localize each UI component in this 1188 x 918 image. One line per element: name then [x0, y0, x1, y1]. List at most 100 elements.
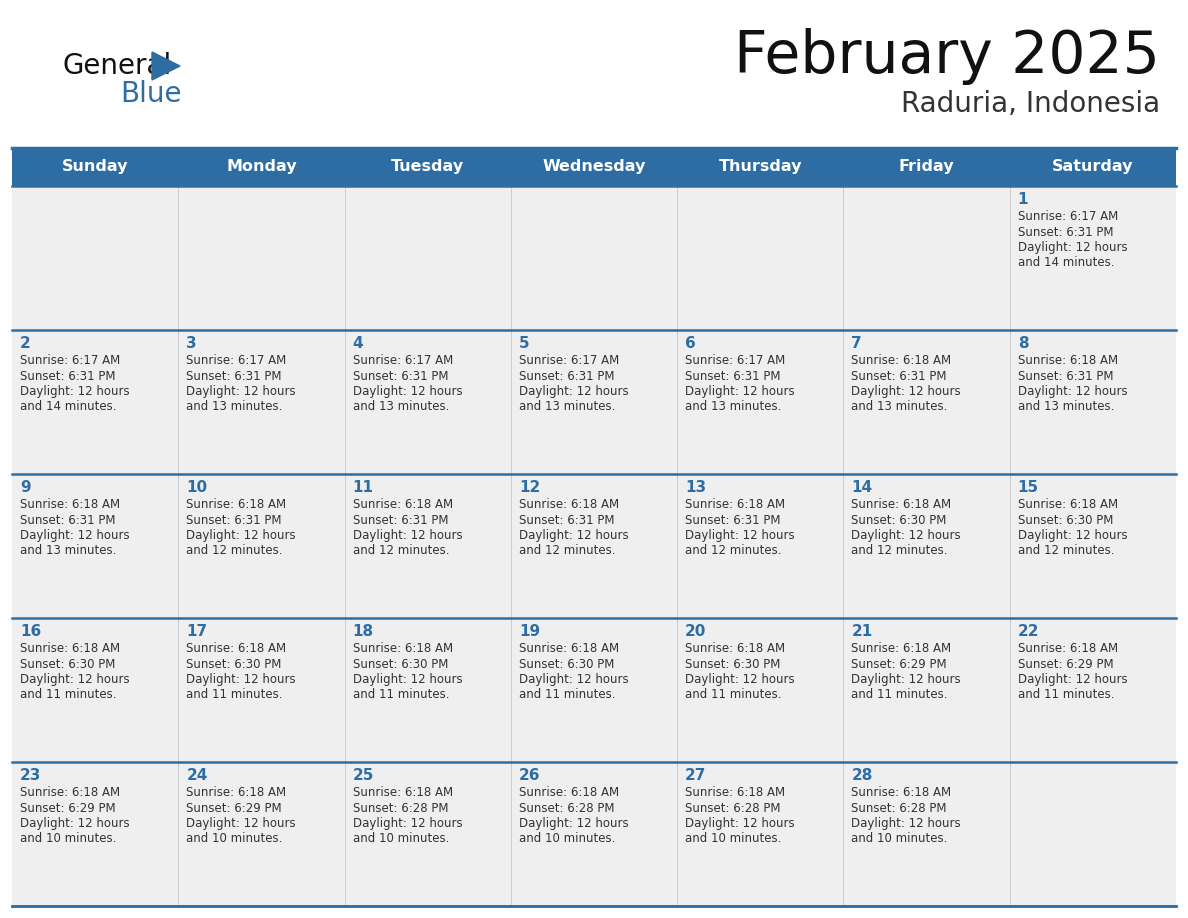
Text: Sunrise: 6:18 AM: Sunrise: 6:18 AM	[353, 498, 453, 511]
Text: Monday: Monday	[226, 160, 297, 174]
Text: and 10 minutes.: and 10 minutes.	[353, 833, 449, 845]
Text: Sunset: 6:28 PM: Sunset: 6:28 PM	[852, 801, 947, 814]
Text: Sunrise: 6:18 AM: Sunrise: 6:18 AM	[20, 498, 120, 511]
Text: Sunset: 6:30 PM: Sunset: 6:30 PM	[519, 657, 614, 670]
Text: and 13 minutes.: and 13 minutes.	[1018, 400, 1114, 413]
Text: 28: 28	[852, 768, 873, 783]
Text: and 13 minutes.: and 13 minutes.	[852, 400, 948, 413]
Text: Sunset: 6:31 PM: Sunset: 6:31 PM	[187, 370, 282, 383]
Text: Thursday: Thursday	[719, 160, 802, 174]
Text: Daylight: 12 hours: Daylight: 12 hours	[1018, 529, 1127, 542]
Bar	[12, 762, 1176, 906]
Text: 1: 1	[1018, 192, 1029, 207]
Polygon shape	[152, 52, 181, 80]
Text: Daylight: 12 hours: Daylight: 12 hours	[20, 529, 129, 542]
Text: and 11 minutes.: and 11 minutes.	[20, 688, 116, 701]
Text: Sunrise: 6:18 AM: Sunrise: 6:18 AM	[353, 642, 453, 655]
Text: Sunrise: 6:18 AM: Sunrise: 6:18 AM	[852, 786, 952, 799]
Text: 24: 24	[187, 768, 208, 783]
Text: Daylight: 12 hours: Daylight: 12 hours	[519, 385, 628, 398]
Text: Sunrise: 6:17 AM: Sunrise: 6:17 AM	[187, 354, 286, 367]
Text: Sunset: 6:30 PM: Sunset: 6:30 PM	[685, 657, 781, 670]
Text: and 13 minutes.: and 13 minutes.	[519, 400, 615, 413]
Text: and 14 minutes.: and 14 minutes.	[20, 400, 116, 413]
Text: Daylight: 12 hours: Daylight: 12 hours	[519, 529, 628, 542]
Text: 13: 13	[685, 480, 707, 495]
Text: Daylight: 12 hours: Daylight: 12 hours	[1018, 673, 1127, 686]
Text: Sunrise: 6:18 AM: Sunrise: 6:18 AM	[20, 642, 120, 655]
Text: Sunset: 6:31 PM: Sunset: 6:31 PM	[519, 370, 614, 383]
Text: Sunrise: 6:18 AM: Sunrise: 6:18 AM	[685, 642, 785, 655]
Text: and 10 minutes.: and 10 minutes.	[852, 833, 948, 845]
Text: and 13 minutes.: and 13 minutes.	[685, 400, 782, 413]
Text: and 12 minutes.: and 12 minutes.	[685, 544, 782, 557]
Text: Sunset: 6:31 PM: Sunset: 6:31 PM	[1018, 370, 1113, 383]
Text: and 10 minutes.: and 10 minutes.	[20, 833, 116, 845]
Text: Daylight: 12 hours: Daylight: 12 hours	[685, 529, 795, 542]
Bar	[12, 330, 1176, 474]
Text: 23: 23	[20, 768, 42, 783]
Text: 5: 5	[519, 336, 530, 351]
Text: Sunset: 6:30 PM: Sunset: 6:30 PM	[353, 657, 448, 670]
Text: 16: 16	[20, 624, 42, 639]
Text: 12: 12	[519, 480, 541, 495]
Text: Sunrise: 6:18 AM: Sunrise: 6:18 AM	[187, 498, 286, 511]
Text: Sunrise: 6:18 AM: Sunrise: 6:18 AM	[519, 642, 619, 655]
Text: 19: 19	[519, 624, 541, 639]
Text: Daylight: 12 hours: Daylight: 12 hours	[20, 817, 129, 830]
Text: Sunrise: 6:17 AM: Sunrise: 6:17 AM	[1018, 210, 1118, 223]
Text: Sunset: 6:31 PM: Sunset: 6:31 PM	[519, 513, 614, 527]
Text: Sunset: 6:28 PM: Sunset: 6:28 PM	[353, 801, 448, 814]
Text: and 12 minutes.: and 12 minutes.	[353, 544, 449, 557]
Text: Daylight: 12 hours: Daylight: 12 hours	[1018, 241, 1127, 254]
Text: Sunrise: 6:18 AM: Sunrise: 6:18 AM	[519, 498, 619, 511]
Text: Sunset: 6:29 PM: Sunset: 6:29 PM	[1018, 657, 1113, 670]
Text: Daylight: 12 hours: Daylight: 12 hours	[1018, 385, 1127, 398]
Text: Sunset: 6:31 PM: Sunset: 6:31 PM	[685, 513, 781, 527]
Text: Sunset: 6:31 PM: Sunset: 6:31 PM	[1018, 226, 1113, 239]
Text: and 11 minutes.: and 11 minutes.	[353, 688, 449, 701]
Text: and 13 minutes.: and 13 minutes.	[20, 544, 116, 557]
Text: Sunset: 6:29 PM: Sunset: 6:29 PM	[187, 801, 282, 814]
Text: 18: 18	[353, 624, 374, 639]
Bar	[12, 474, 1176, 618]
Text: Daylight: 12 hours: Daylight: 12 hours	[519, 817, 628, 830]
Text: Sunset: 6:31 PM: Sunset: 6:31 PM	[852, 370, 947, 383]
Text: Daylight: 12 hours: Daylight: 12 hours	[852, 529, 961, 542]
Text: Daylight: 12 hours: Daylight: 12 hours	[20, 385, 129, 398]
Text: 20: 20	[685, 624, 707, 639]
Text: and 13 minutes.: and 13 minutes.	[187, 400, 283, 413]
Text: Sunrise: 6:18 AM: Sunrise: 6:18 AM	[1018, 642, 1118, 655]
Text: 11: 11	[353, 480, 373, 495]
Text: Daylight: 12 hours: Daylight: 12 hours	[187, 817, 296, 830]
Text: 27: 27	[685, 768, 707, 783]
Text: Sunrise: 6:18 AM: Sunrise: 6:18 AM	[685, 498, 785, 511]
Text: Sunset: 6:29 PM: Sunset: 6:29 PM	[852, 657, 947, 670]
Text: and 14 minutes.: and 14 minutes.	[1018, 256, 1114, 270]
Text: and 11 minutes.: and 11 minutes.	[187, 688, 283, 701]
Text: 8: 8	[1018, 336, 1029, 351]
Text: Sunrise: 6:18 AM: Sunrise: 6:18 AM	[187, 786, 286, 799]
Text: Wednesday: Wednesday	[542, 160, 646, 174]
Text: Daylight: 12 hours: Daylight: 12 hours	[852, 673, 961, 686]
Text: Sunrise: 6:18 AM: Sunrise: 6:18 AM	[1018, 498, 1118, 511]
Text: and 11 minutes.: and 11 minutes.	[519, 688, 615, 701]
Text: 14: 14	[852, 480, 872, 495]
Text: Sunrise: 6:18 AM: Sunrise: 6:18 AM	[1018, 354, 1118, 367]
Text: Daylight: 12 hours: Daylight: 12 hours	[852, 385, 961, 398]
Text: Sunset: 6:30 PM: Sunset: 6:30 PM	[20, 657, 115, 670]
Text: and 12 minutes.: and 12 minutes.	[1018, 544, 1114, 557]
Text: 2: 2	[20, 336, 31, 351]
Text: and 12 minutes.: and 12 minutes.	[852, 544, 948, 557]
Text: Daylight: 12 hours: Daylight: 12 hours	[685, 673, 795, 686]
Text: Friday: Friday	[899, 160, 954, 174]
Text: Daylight: 12 hours: Daylight: 12 hours	[187, 529, 296, 542]
Text: Daylight: 12 hours: Daylight: 12 hours	[519, 673, 628, 686]
Text: 9: 9	[20, 480, 31, 495]
Text: 15: 15	[1018, 480, 1038, 495]
Text: Blue: Blue	[120, 80, 182, 108]
Text: Daylight: 12 hours: Daylight: 12 hours	[852, 817, 961, 830]
Text: Sunrise: 6:18 AM: Sunrise: 6:18 AM	[187, 642, 286, 655]
Text: Sunset: 6:30 PM: Sunset: 6:30 PM	[852, 513, 947, 527]
Text: Sunrise: 6:17 AM: Sunrise: 6:17 AM	[685, 354, 785, 367]
